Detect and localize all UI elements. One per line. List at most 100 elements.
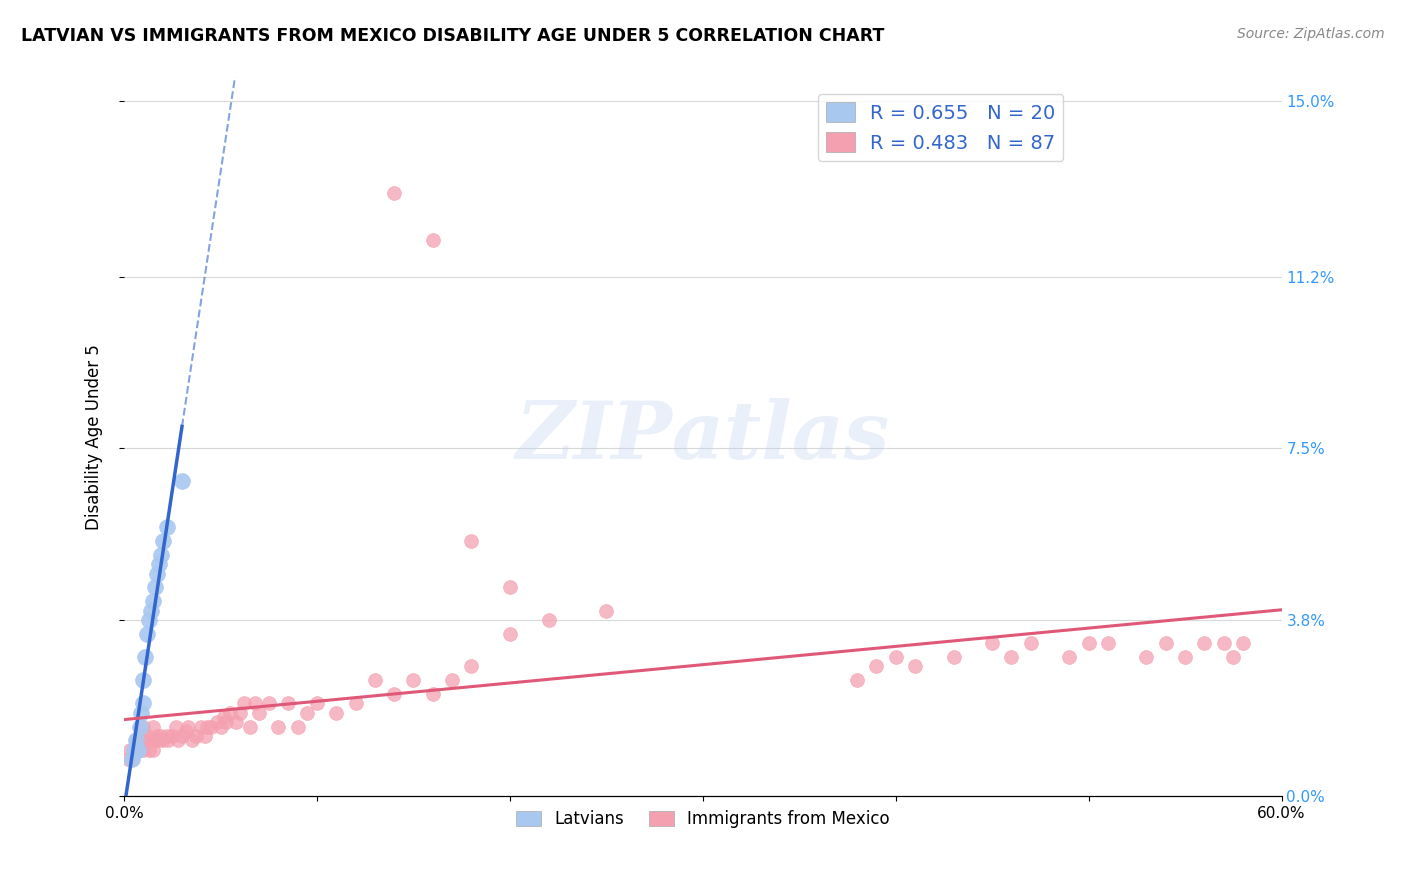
- Point: [138, 613, 160, 627]
- Point: [174, 724, 197, 739]
- Point: [152, 534, 174, 549]
- Point: [136, 729, 159, 743]
- Point: [1212, 636, 1234, 650]
- Point: [209, 720, 232, 734]
- Point: [170, 474, 193, 488]
- Point: [149, 548, 172, 562]
- Point: [215, 714, 238, 729]
- Point: [142, 742, 165, 756]
- Point: [277, 697, 299, 711]
- Point: [136, 627, 159, 641]
- Y-axis label: Disability Age Under 5: Disability Age Under 5: [86, 343, 103, 530]
- Point: [148, 733, 170, 747]
- Point: [219, 706, 242, 720]
- Point: [1194, 636, 1216, 650]
- Point: [214, 710, 236, 724]
- Point: [157, 733, 180, 747]
- Point: [149, 729, 172, 743]
- Point: [143, 581, 166, 595]
- Point: [128, 720, 150, 734]
- Point: [132, 673, 155, 688]
- Point: [1000, 650, 1022, 665]
- Point: [117, 752, 139, 766]
- Point: [152, 733, 174, 747]
- Point: [128, 720, 150, 734]
- Point: [134, 733, 156, 747]
- Point: [402, 673, 425, 688]
- Point: [287, 720, 309, 734]
- Point: [180, 733, 202, 747]
- Point: [139, 733, 162, 747]
- Point: [1097, 636, 1119, 650]
- Point: [865, 659, 887, 673]
- Point: [229, 706, 252, 720]
- Point: [325, 706, 347, 720]
- Point: [981, 636, 1004, 650]
- Point: [460, 534, 482, 549]
- Point: [441, 673, 464, 688]
- Point: [305, 697, 328, 711]
- Point: [142, 720, 165, 734]
- Point: [132, 697, 155, 711]
- Text: Source: ZipAtlas.com: Source: ZipAtlas.com: [1237, 27, 1385, 41]
- Point: [1222, 650, 1244, 665]
- Point: [245, 697, 267, 711]
- Point: [125, 733, 148, 747]
- Point: [1232, 636, 1254, 650]
- Point: [142, 594, 165, 608]
- Point: [499, 581, 522, 595]
- Point: [143, 733, 166, 747]
- Point: [1154, 636, 1177, 650]
- Point: [132, 742, 155, 756]
- Point: [257, 697, 280, 711]
- Point: [344, 697, 367, 711]
- Point: [364, 673, 387, 688]
- Point: [132, 720, 155, 734]
- Point: [382, 186, 405, 201]
- Point: [125, 742, 148, 756]
- Point: [267, 720, 290, 734]
- Point: [177, 720, 200, 734]
- Point: [1019, 636, 1042, 650]
- Point: [146, 566, 169, 581]
- Point: [205, 714, 228, 729]
- Point: [167, 733, 190, 747]
- Point: [131, 733, 153, 747]
- Point: [118, 742, 141, 756]
- Point: [225, 714, 247, 729]
- Point: [238, 720, 260, 734]
- Point: [155, 520, 177, 534]
- Text: LATVIAN VS IMMIGRANTS FROM MEXICO DISABILITY AGE UNDER 5 CORRELATION CHART: LATVIAN VS IMMIGRANTS FROM MEXICO DISABI…: [21, 27, 884, 45]
- Point: [595, 604, 617, 618]
- Point: [139, 604, 162, 618]
- Point: [200, 720, 222, 734]
- Point: [422, 233, 444, 247]
- Point: [1174, 650, 1197, 665]
- Point: [904, 659, 927, 673]
- Point: [121, 752, 143, 766]
- Point: [162, 729, 184, 743]
- Point: [122, 742, 145, 756]
- Point: [190, 720, 212, 734]
- Point: [1135, 650, 1157, 665]
- Point: [125, 733, 148, 747]
- Point: [247, 706, 270, 720]
- Point: [537, 613, 560, 627]
- Point: [232, 697, 254, 711]
- Text: ZIP​atlas: ZIP​atlas: [516, 398, 890, 475]
- Point: [131, 706, 153, 720]
- Point: [1059, 650, 1081, 665]
- Point: [942, 650, 965, 665]
- Point: [194, 729, 217, 743]
- Point: [422, 687, 444, 701]
- Point: [134, 650, 156, 665]
- Point: [127, 742, 149, 756]
- Point: [460, 659, 482, 673]
- Point: [121, 752, 143, 766]
- Point: [127, 742, 149, 756]
- Point: [148, 558, 170, 572]
- Point: [382, 687, 405, 701]
- Point: [184, 729, 207, 743]
- Point: [499, 627, 522, 641]
- Point: [165, 720, 187, 734]
